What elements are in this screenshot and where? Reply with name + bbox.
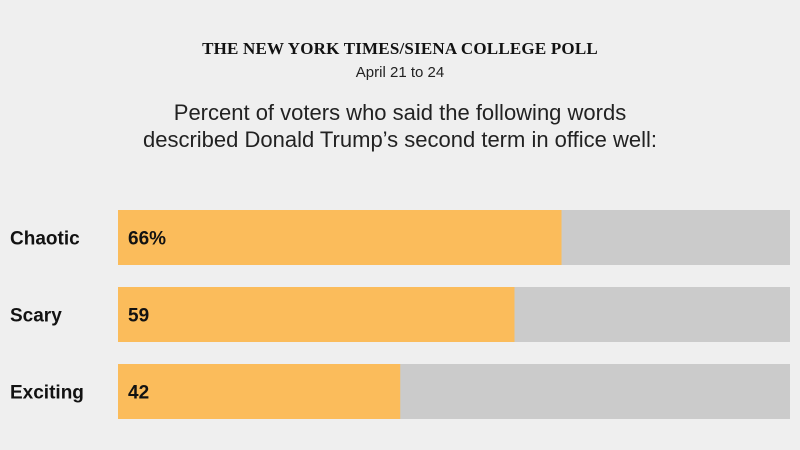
chart-header: THE NEW YORK TIMES/SIENA COLLEGE POLL Ap…	[0, 38, 800, 83]
bar-scary	[118, 287, 515, 342]
bar-exciting	[118, 364, 401, 419]
chart-title-line-1: Percent of voters who said the following…	[173, 100, 627, 125]
chart-title-text: Percent of voters who said the following…	[143, 100, 657, 152]
poll-name: THE NEW YORK TIMES/SIENA COLLEGE POLL	[202, 39, 598, 58]
bar-row-scary: Scary 59	[10, 287, 790, 342]
value-label-scary: 59	[128, 306, 149, 327]
category-label-scary: Scary	[10, 306, 62, 327]
value-label-chaotic: 66%	[128, 229, 166, 250]
value-label-exciting: 42	[128, 383, 149, 404]
bar-row-chaotic: Chaotic 66%	[10, 210, 790, 265]
category-label-exciting: Exciting	[10, 383, 84, 404]
bar-chaotic	[118, 210, 562, 265]
chart-title-line-2: described Donald Trump’s second term in …	[143, 127, 657, 152]
category-label-chaotic: Chaotic	[10, 229, 80, 250]
poll-dates: April 21 to 24	[355, 64, 445, 81]
bar-row-exciting: Exciting 42	[10, 364, 790, 419]
chart-title: Percent of voters who said the following…	[0, 99, 800, 153]
